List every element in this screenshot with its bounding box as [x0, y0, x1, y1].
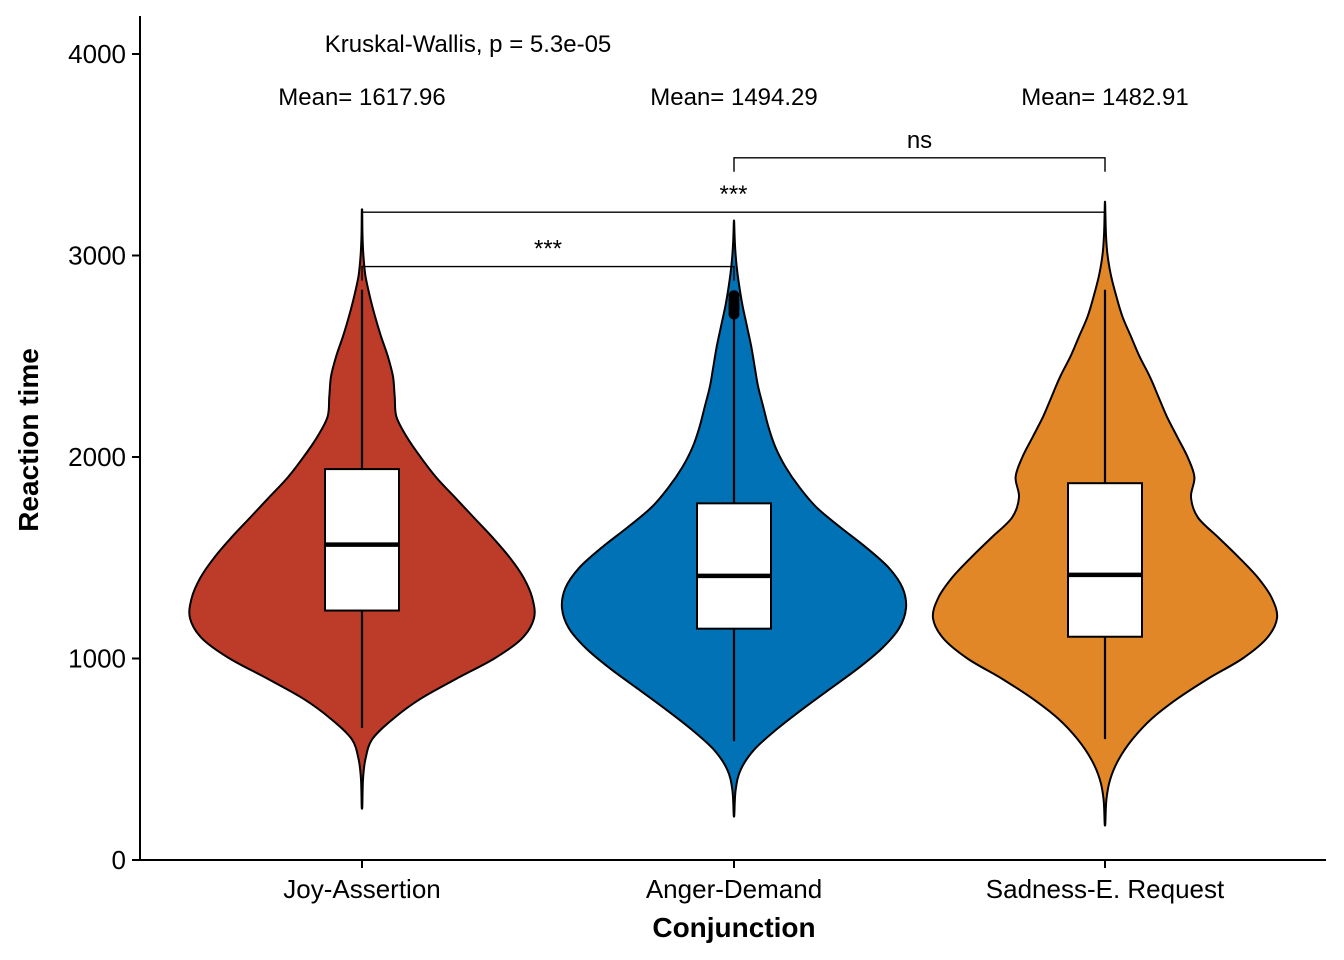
y-tick-label: 1000 — [68, 644, 126, 674]
comparison-bracket — [361, 265, 735, 281]
comparison-label: *** — [719, 181, 747, 208]
box-joy-assertion — [324, 468, 400, 612]
y-tick-label: 4000 — [68, 39, 126, 69]
mean-label-sadness-e-request: Mean= 1482.91 — [1021, 84, 1188, 111]
box-sadness-e-request — [1067, 482, 1143, 638]
outlier-point — [728, 290, 740, 302]
comparison-bracket — [361, 211, 1106, 227]
axes — [132, 16, 1326, 868]
test-result-label: Kruskal-Wallis, p = 5.3e-05 — [325, 31, 612, 58]
mean-label-anger-demand: Mean= 1494.29 — [650, 84, 817, 111]
comparison-label: *** — [534, 236, 562, 263]
x-axis-title: Conjunction — [652, 912, 815, 943]
plot-area — [188, 200, 1279, 827]
box-anger-demand — [696, 502, 772, 630]
y-tick-label: 2000 — [68, 442, 126, 472]
y-tick-label: 0 — [112, 845, 126, 875]
x-tick-label-sadness-e-request: Sadness-E. Request — [986, 874, 1225, 904]
mean-label-joy-assertion: Mean= 1617.96 — [278, 84, 445, 111]
y-axis-title: Reaction time — [13, 348, 44, 532]
comparison-bracket — [733, 157, 1106, 172]
x-tick-label-joy-assertion: Joy-Assertion — [283, 874, 441, 904]
comparison-label: ns — [907, 127, 932, 154]
y-tick-label: 3000 — [68, 241, 126, 271]
x-tick-label-anger-demand: Anger-Demand — [646, 874, 822, 904]
